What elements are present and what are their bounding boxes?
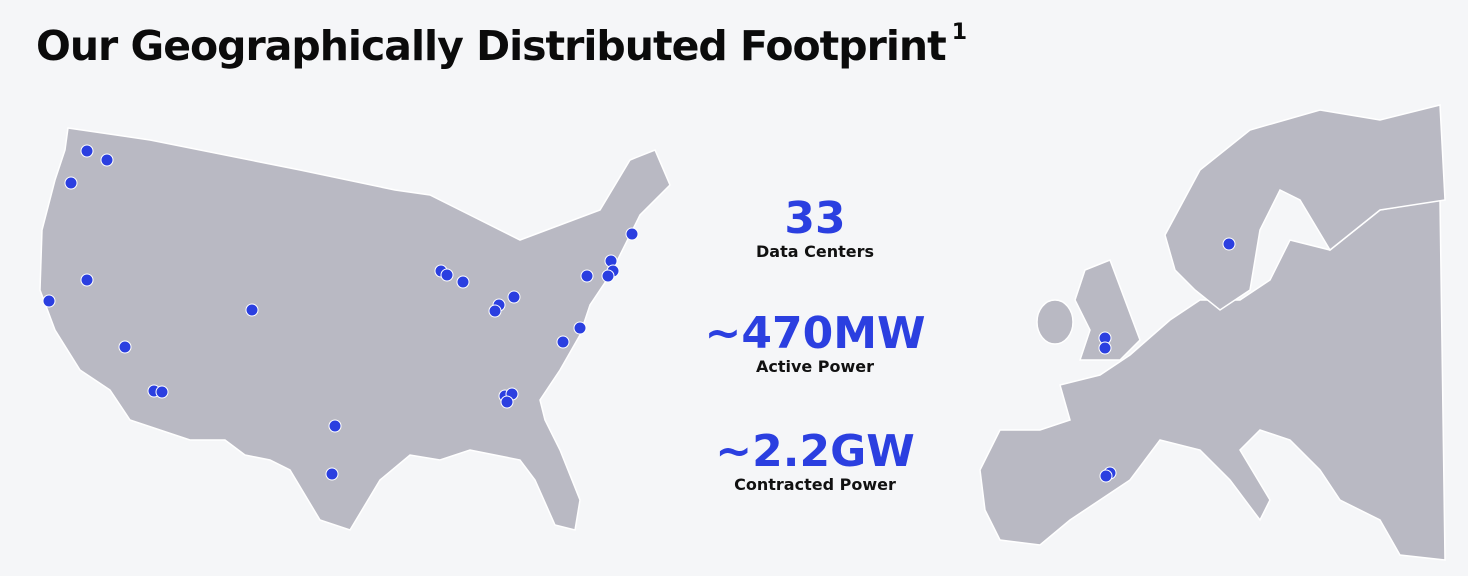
stat-label: Data Centers [756, 242, 874, 261]
us-map [39, 127, 671, 531]
stat-data-centers: 33 Data Centers [700, 193, 930, 262]
stat-contracted-power: ~2.2GW Contracted Power [700, 426, 930, 495]
europe-mainland [979, 199, 1446, 561]
title-text: Our Geographically Distributed Footprint [36, 22, 947, 70]
stat-value: ~2.2GW [715, 426, 915, 477]
stat-value: ~470MW [704, 308, 926, 359]
scandinavia [1164, 104, 1446, 311]
title: Our Geographically Distributed Footprint… [36, 20, 967, 70]
stat-active-power: ~470MW Active Power [700, 308, 930, 377]
stat-label: Active Power [755, 357, 875, 376]
footnote-marker: 1 [951, 20, 967, 46]
stat-label: Contracted Power [734, 475, 896, 494]
data-center-dots [42, 144, 1236, 483]
great-britain [1074, 259, 1141, 361]
ireland [1036, 299, 1074, 345]
stat-value: 33 [784, 193, 846, 244]
